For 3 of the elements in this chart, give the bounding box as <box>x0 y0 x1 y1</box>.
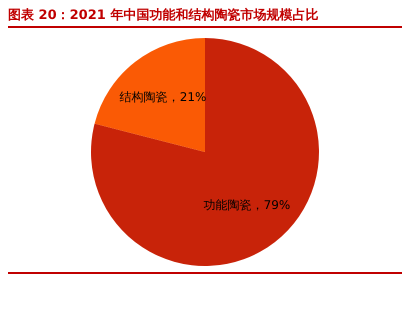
slice-label: 结构陶瓷，21% <box>120 90 206 104</box>
chart-title: 图表 20：2021 年中国功能和结构陶瓷市场规模占比 <box>8 6 318 24</box>
slice-label: 功能陶瓷，79% <box>204 198 290 212</box>
